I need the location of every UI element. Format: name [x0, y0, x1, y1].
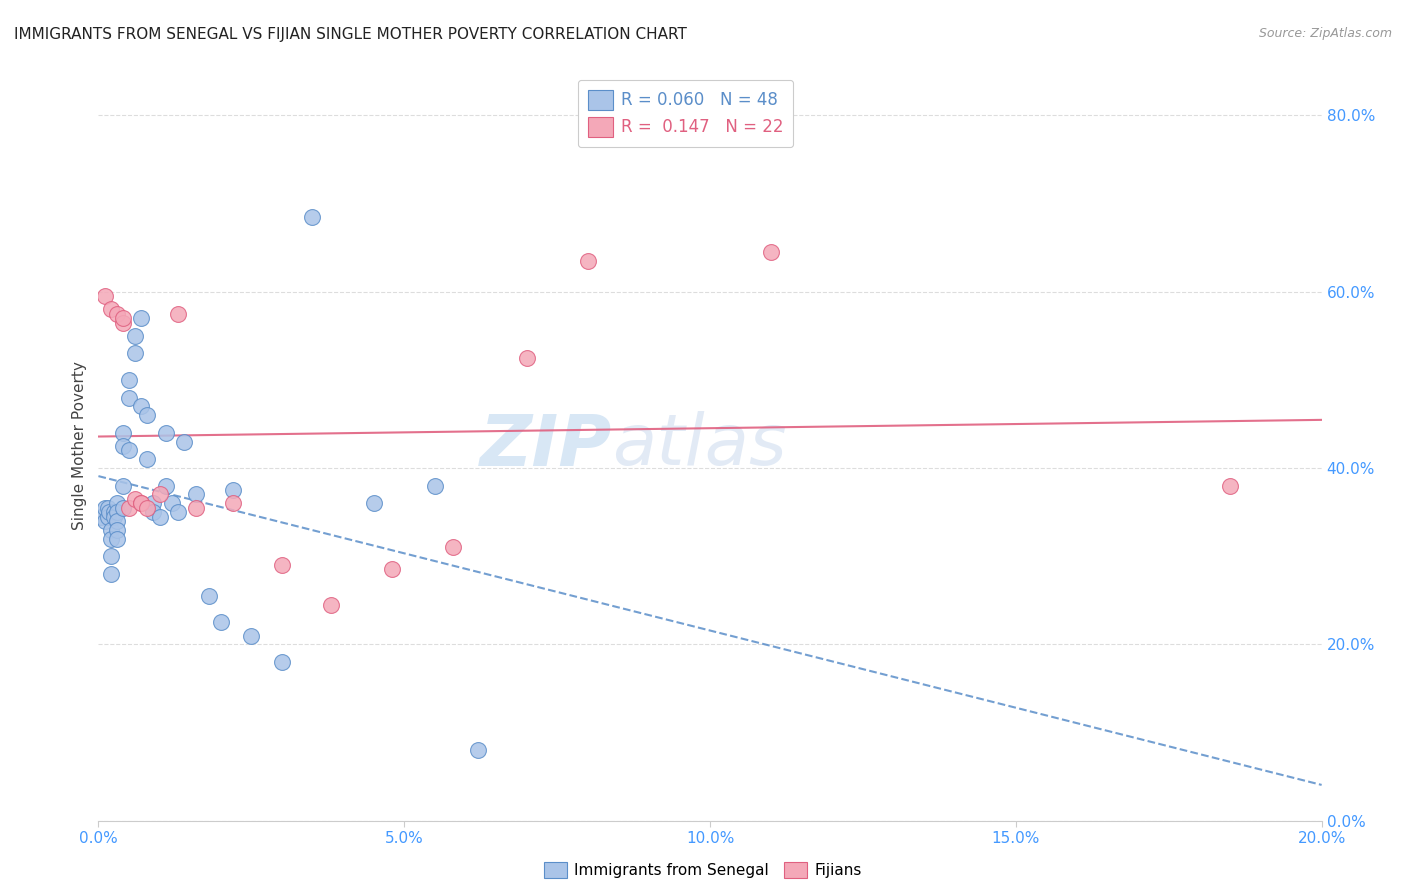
Point [129, 496, 152, 510]
Point [155, 478, 177, 492]
Point [319, 598, 342, 612]
Point [167, 505, 190, 519]
Point [209, 615, 232, 630]
Point [222, 496, 245, 510]
Text: IMMIGRANTS FROM SENEGAL VS FIJIAN SINGLE MOTHER POVERTY CORRELATION CHART: IMMIGRANTS FROM SENEGAL VS FIJIAN SINGLE… [14, 27, 688, 42]
Text: Source: ZipAtlas.com: Source: ZipAtlas.com [1258, 27, 1392, 40]
Point [441, 541, 464, 555]
Point [136, 452, 159, 467]
Point [111, 478, 134, 492]
Point [111, 500, 134, 515]
Point [129, 496, 152, 510]
Y-axis label: Single Mother Poverty: Single Mother Poverty [72, 361, 87, 531]
Point [118, 443, 141, 458]
Point [111, 439, 134, 453]
Point [118, 373, 141, 387]
Point [167, 307, 190, 321]
Point [186, 487, 208, 501]
Point [105, 505, 128, 519]
Point [576, 253, 599, 268]
Point [105, 532, 128, 546]
Point [98, 505, 121, 519]
Point [129, 311, 152, 326]
Point [467, 743, 489, 757]
Point [103, 509, 125, 524]
Point [136, 500, 159, 515]
Point [270, 558, 292, 572]
Point [105, 514, 128, 528]
Point [142, 505, 165, 519]
Point [118, 500, 141, 515]
Point [186, 500, 208, 515]
Point [149, 509, 172, 524]
Point [142, 496, 165, 510]
Point [103, 505, 125, 519]
Point [136, 408, 159, 422]
Point [90, 509, 112, 524]
Point [105, 523, 128, 537]
Legend: R = 0.060   N = 48, R =  0.147   N = 22: R = 0.060 N = 48, R = 0.147 N = 22 [578, 79, 793, 147]
Point [124, 328, 146, 343]
Point [105, 496, 128, 510]
Point [100, 549, 122, 564]
Point [173, 434, 195, 449]
Point [270, 655, 292, 669]
Point [124, 491, 146, 506]
Point [155, 425, 177, 440]
Text: atlas: atlas [612, 411, 787, 481]
Point [363, 496, 385, 510]
Point [100, 532, 122, 546]
Point [118, 391, 141, 405]
Point [111, 316, 134, 330]
Point [105, 307, 128, 321]
Point [100, 302, 122, 317]
Point [97, 509, 120, 524]
Point [759, 245, 782, 260]
Point [160, 496, 183, 510]
Point [516, 351, 538, 365]
Point [93, 500, 115, 515]
Point [93, 289, 115, 303]
Point [222, 483, 245, 497]
Point [197, 589, 219, 603]
Point [381, 562, 404, 576]
Point [111, 311, 134, 326]
Point [100, 523, 122, 537]
Point [129, 400, 152, 414]
Point [1219, 478, 1241, 492]
Point [423, 478, 446, 492]
Text: ZIP: ZIP [479, 411, 612, 481]
Point [97, 500, 120, 515]
Point [93, 514, 115, 528]
Point [240, 628, 263, 642]
Point [149, 487, 172, 501]
Point [124, 346, 146, 360]
Point [301, 210, 323, 224]
Point [100, 566, 122, 581]
Legend: Immigrants from Senegal, Fijians: Immigrants from Senegal, Fijians [537, 856, 869, 884]
Point [111, 425, 134, 440]
